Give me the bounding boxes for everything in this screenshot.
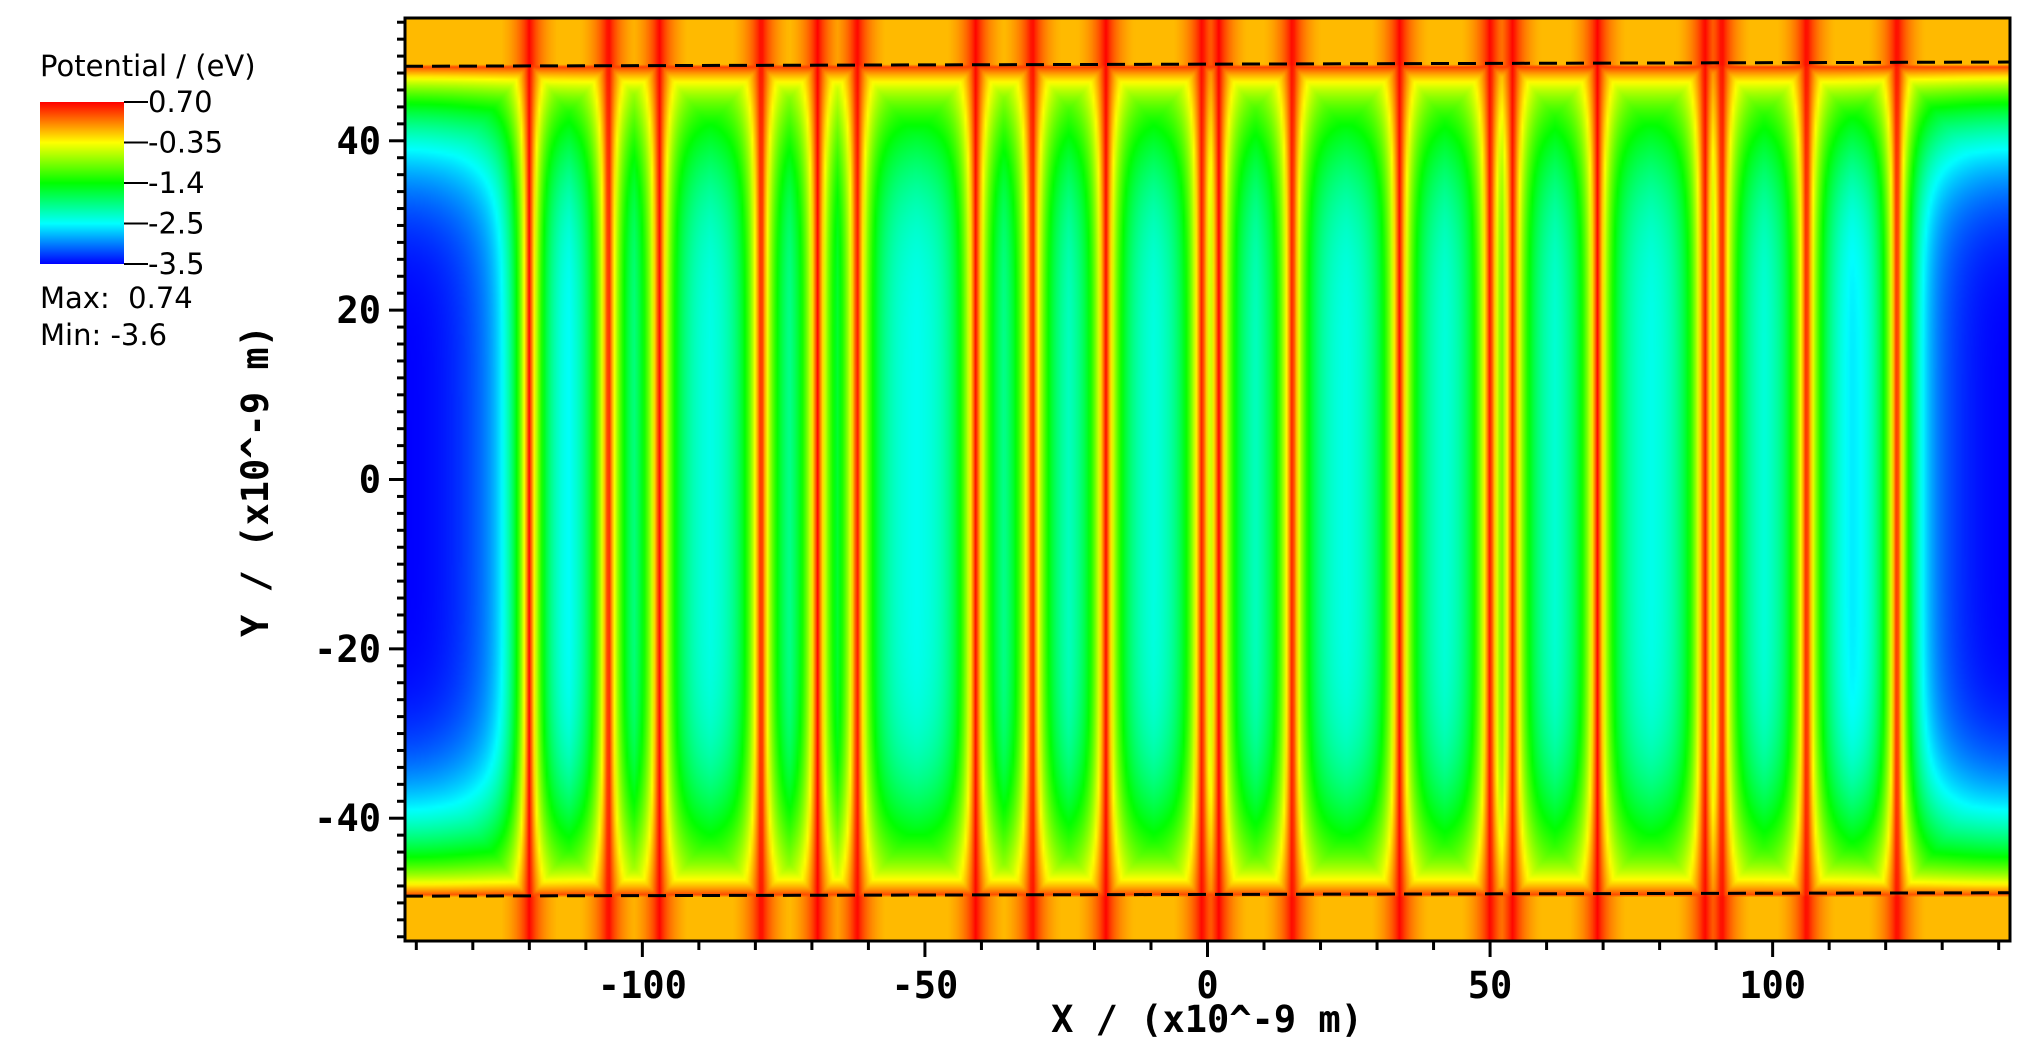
colorbar-max-label: Max: 0.74 xyxy=(40,281,193,315)
x-tick-label: 0 xyxy=(1196,964,1218,1007)
x-tick-label: 50 xyxy=(1468,964,1513,1007)
colorbar-ticks: 0.70 -0.35 -1.4 -2.5 -3.5 xyxy=(124,85,223,281)
boundary-lines xyxy=(405,60,2010,898)
colorbar-title: Potential / (eV) xyxy=(40,49,256,83)
y-axis: 40 20 0 -20 -40 xyxy=(314,20,405,939)
y-tick-label: 0 xyxy=(359,459,381,502)
colorbar-tick-label: -0.35 xyxy=(148,126,223,160)
colorbar-gradient xyxy=(40,102,124,264)
colorbar-tick-label: -3.5 xyxy=(148,247,205,281)
y-tick-label: -20 xyxy=(314,628,381,671)
lower-boundary-line xyxy=(405,891,2010,898)
potential-heatmap xyxy=(405,18,2010,941)
y-tick-label: 20 xyxy=(336,289,381,332)
y-tick-label: 40 xyxy=(336,120,381,163)
colorbar-tick-label: -2.5 xyxy=(148,207,205,241)
colorbar-legend: Potential / (eV) 0.70 -0.35 -1.4 -2.5 -3.5 M… xyxy=(40,49,256,352)
y-axis-label: Y / (x10^-9 m) xyxy=(234,325,277,637)
y-tick-label: -40 xyxy=(314,797,381,840)
x-tick-label: -100 xyxy=(598,964,687,1007)
x-axis: -100 -50 0 50 100 xyxy=(414,941,2001,1007)
x-axis-label: X / (x10^-9 m) xyxy=(1051,998,1363,1041)
x-tick-label: 100 xyxy=(1739,964,1806,1007)
colorbar-tick-label: 0.70 xyxy=(148,85,213,119)
colorbar-tick-label: -1.4 xyxy=(148,166,205,200)
colorbar-min-label: Min: -3.6 xyxy=(40,318,167,352)
x-tick-label: -50 xyxy=(892,964,959,1007)
upper-boundary-line xyxy=(405,60,2010,68)
